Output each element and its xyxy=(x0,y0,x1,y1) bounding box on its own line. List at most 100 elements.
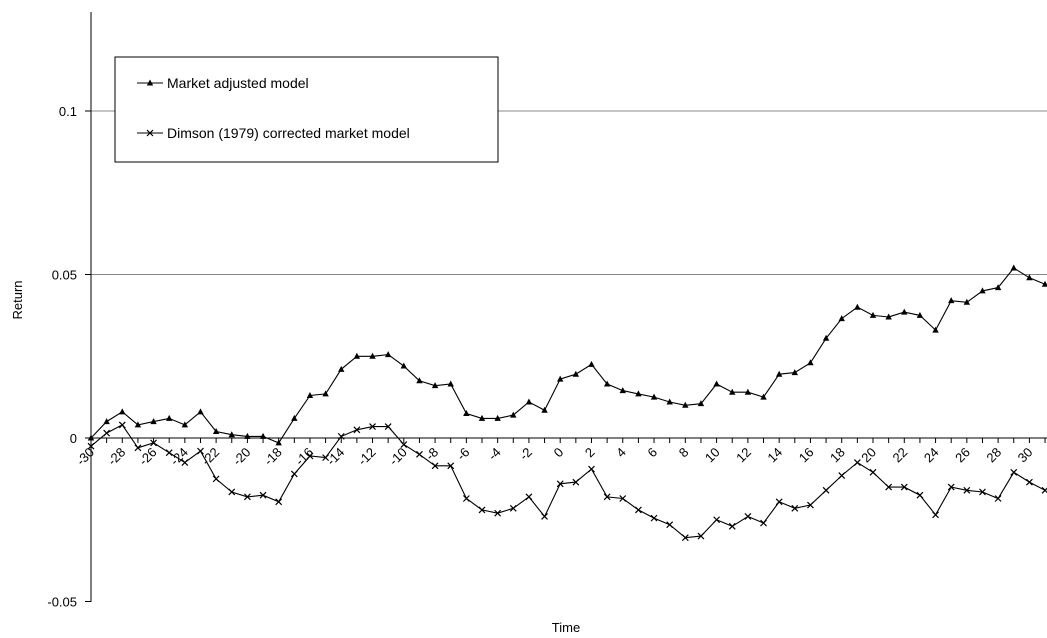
data-point xyxy=(338,365,345,372)
data-point xyxy=(134,421,142,428)
data-point xyxy=(369,352,376,359)
data-point xyxy=(994,284,1002,291)
data-point xyxy=(635,390,642,397)
data-point xyxy=(212,475,220,483)
x-tick-label: 0 xyxy=(551,445,567,461)
x-tick-label: -10 xyxy=(386,445,410,469)
data-point xyxy=(463,409,470,416)
data-point xyxy=(322,390,329,397)
data-point xyxy=(478,506,486,514)
data-point xyxy=(822,334,830,341)
data-point xyxy=(87,442,95,450)
data-point xyxy=(150,418,157,425)
data-point xyxy=(697,400,705,407)
data-point xyxy=(728,522,736,530)
x-tick-label: 10 xyxy=(702,445,723,466)
data-point xyxy=(760,393,767,400)
data-point xyxy=(337,432,345,440)
data-point xyxy=(306,391,314,398)
x-tick-label: -22 xyxy=(198,445,222,469)
data-point xyxy=(1026,274,1033,281)
data-point xyxy=(400,441,408,448)
data-point xyxy=(353,426,361,434)
series-line xyxy=(90,424,1046,539)
data-point xyxy=(1010,264,1017,271)
data-point xyxy=(588,360,595,367)
data-point xyxy=(807,501,814,509)
x-tick-label: 8 xyxy=(676,445,692,461)
data-point xyxy=(494,509,502,517)
data-point xyxy=(869,311,877,318)
data-point xyxy=(228,431,235,438)
data-point xyxy=(525,493,533,501)
data-point xyxy=(979,287,986,294)
series-market-adjusted xyxy=(87,264,1047,446)
data-point xyxy=(447,462,455,470)
data-point xyxy=(619,387,626,394)
plot-area xyxy=(87,264,1047,542)
data-point xyxy=(494,414,501,421)
data-point xyxy=(760,519,767,527)
y-tick-label: 0.05 xyxy=(52,268,77,283)
data-point xyxy=(291,414,298,421)
data-point xyxy=(103,418,110,425)
data-point xyxy=(541,406,548,413)
data-point xyxy=(181,421,189,428)
x-tick-label: -4 xyxy=(485,445,504,464)
data-point xyxy=(603,493,611,501)
data-point xyxy=(306,452,314,460)
data-point xyxy=(150,439,157,447)
data-point xyxy=(822,486,830,494)
data-point xyxy=(212,427,220,434)
data-point xyxy=(744,513,752,520)
series-dimson xyxy=(87,421,1047,542)
x-tick-label: 4 xyxy=(613,445,629,461)
data-point xyxy=(948,297,955,304)
legend-label-dimson: Dimson (1979) corrected market model xyxy=(167,125,410,141)
data-point xyxy=(416,450,423,458)
data-point xyxy=(197,447,204,455)
x-tick-label: 26 xyxy=(952,445,973,466)
data-point xyxy=(775,370,783,377)
data-point xyxy=(650,514,658,522)
data-point xyxy=(259,491,267,499)
data-point xyxy=(666,398,673,405)
data-point xyxy=(259,432,267,439)
data-point xyxy=(807,359,814,366)
x-tick-label: -6 xyxy=(454,445,473,464)
data-point xyxy=(885,313,892,320)
data-point xyxy=(290,470,298,478)
data-point xyxy=(634,506,642,514)
data-point xyxy=(431,462,439,470)
data-point xyxy=(525,398,533,405)
data-point xyxy=(228,488,236,496)
x-tick-label: -18 xyxy=(261,445,285,469)
data-point xyxy=(384,351,392,358)
data-point xyxy=(118,421,126,429)
data-point xyxy=(1025,478,1033,486)
data-point xyxy=(416,377,423,384)
data-point xyxy=(181,459,189,466)
data-point xyxy=(916,491,924,499)
data-point xyxy=(713,380,720,387)
x-tick-label: -8 xyxy=(422,445,441,464)
data-point xyxy=(384,423,392,430)
data-point xyxy=(791,504,799,512)
data-point xyxy=(681,534,689,542)
data-point xyxy=(353,352,361,359)
data-point xyxy=(869,468,877,476)
x-tick-label: -26 xyxy=(136,445,160,469)
data-point xyxy=(994,495,1002,502)
data-point xyxy=(885,483,893,491)
data-point xyxy=(322,454,330,462)
data-point xyxy=(431,382,439,389)
data-point xyxy=(697,532,705,540)
data-point xyxy=(509,504,517,512)
data-point xyxy=(713,516,721,524)
y-tick-label: -0.05 xyxy=(47,595,77,610)
data-point xyxy=(541,513,548,520)
data-point xyxy=(854,303,861,310)
x-tick-label: 24 xyxy=(921,445,942,466)
series-line xyxy=(90,267,1046,444)
